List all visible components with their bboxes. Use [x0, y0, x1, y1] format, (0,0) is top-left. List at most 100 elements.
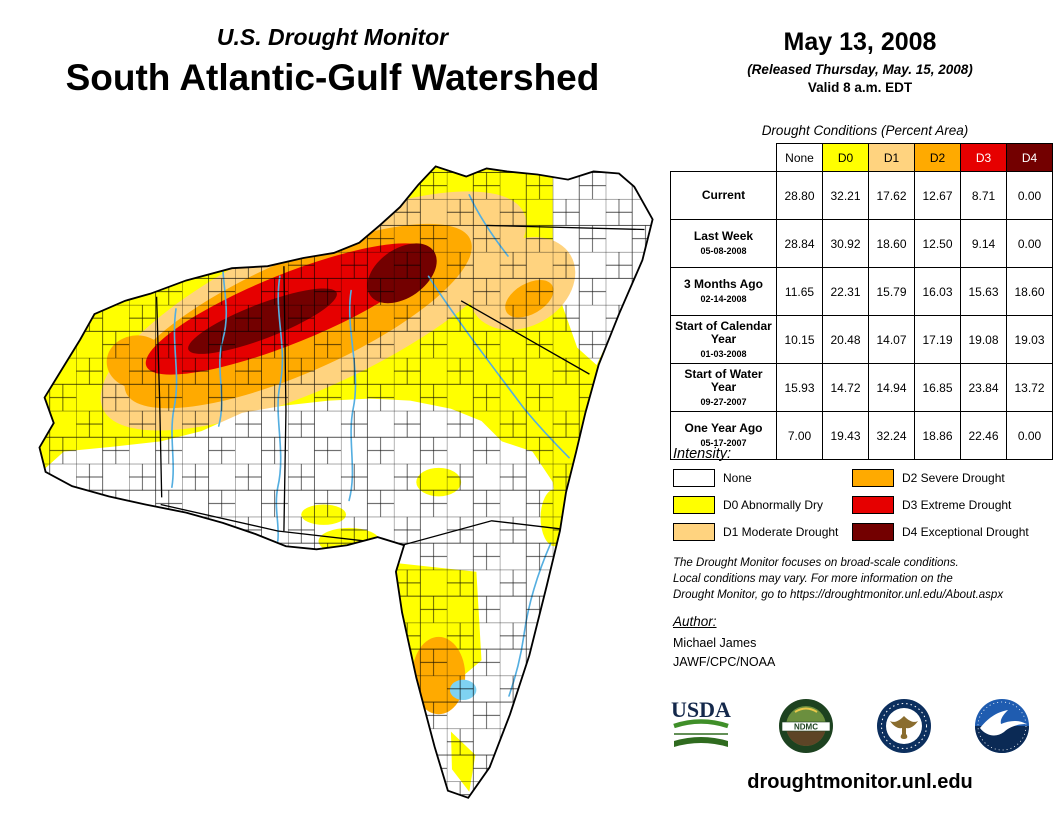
legend-label: D2 Severe Drought: [902, 471, 1005, 485]
table-cell: 12.67: [914, 171, 961, 220]
none-color-swatch: [673, 469, 715, 487]
table-cell: 28.80: [776, 171, 823, 220]
table-cell: 9.14: [960, 219, 1007, 268]
table-cell: 19.43: [822, 411, 869, 460]
map-date: May 13, 2008: [783, 28, 937, 56]
table-cell: 14.07: [868, 315, 915, 364]
table-cell: 14.72: [822, 363, 869, 412]
table-header-row: None D0 D1 D2 D3 D4: [671, 143, 1053, 172]
row-label: 3 Months Ago 02-14-2008: [670, 267, 777, 316]
row-label: Start of Water Year 09-27-2007: [670, 363, 777, 412]
d3-color-swatch: [852, 496, 894, 514]
table-corner-cell: [671, 144, 777, 172]
table-cell: 15.63: [960, 267, 1007, 316]
column-header-d4: D4: [1006, 143, 1053, 172]
legend-item-d3: D3 Extreme Drought: [852, 496, 1031, 514]
agency-logos: USDA NDMC: [666, 693, 1030, 759]
table-cell: 0.00: [1006, 219, 1053, 268]
table-cell: 11.65: [776, 267, 823, 316]
d1-color-swatch: [673, 523, 715, 541]
table-cell: 18.60: [1006, 267, 1053, 316]
watershed-outline: [38, 165, 654, 799]
table-row-start-calendar-year: Start of Calendar Year 01-03-2008 10.15 2…: [670, 315, 1053, 364]
table-cell: 8.71: [960, 171, 1007, 220]
usda-logo: USDA: [671, 697, 731, 747]
table-cell: 19.03: [1006, 315, 1053, 364]
drought-map-svg: [38, 165, 654, 799]
table-row-last-week: Last Week 05-08-2008 28.84 30.92 18.60 12…: [670, 219, 1053, 268]
legend-column-right: D2 Severe Drought D3 Extreme Drought D4 …: [852, 469, 1031, 550]
intensity-title: Intensity:: [673, 446, 732, 462]
table-cell: 32.24: [868, 411, 915, 460]
table-cell: 13.72: [1006, 363, 1053, 412]
legend-label: D0 Abnormally Dry: [723, 498, 824, 512]
intensity-legend: None D0 Abnormally Dry D1 Moderate Droug…: [673, 469, 1031, 550]
usda-wordmark: USDA: [671, 697, 731, 722]
d0-color-swatch: [673, 496, 715, 514]
monitor-title: U.S. Drought Monitor: [216, 24, 449, 50]
legend-item-d0: D0 Abnormally Dry: [673, 496, 852, 514]
table-row-3-months-ago: 3 Months Ago 02-14-2008 11.65 22.31 15.79…: [670, 267, 1053, 316]
valid-time: Valid 8 a.m. EDT: [807, 80, 913, 95]
release-date: (Released Thursday, May. 15, 2008): [747, 62, 973, 77]
table-cell: 22.31: [822, 267, 869, 316]
legend-item-d4: D4 Exceptional Drought: [852, 523, 1031, 541]
legend-label: D4 Exceptional Drought: [902, 525, 1029, 539]
table-cell: 18.60: [868, 219, 915, 268]
table-cell: 28.84: [776, 219, 823, 268]
seabird-icon: [980, 710, 1026, 736]
drought-map: [20, 146, 668, 808]
row-label: Current: [670, 171, 777, 220]
column-header-none: None: [776, 143, 823, 172]
d2-color-swatch: [852, 469, 894, 487]
legend-label: D1 Moderate Drought: [723, 525, 839, 539]
table-cell: 22.46: [960, 411, 1007, 460]
header-right: May 13, 2008 (Released Thursday, May. 15…: [700, 28, 1020, 95]
row-label: Last Week 05-08-2008: [670, 219, 777, 268]
column-header-d2: D2: [914, 143, 961, 172]
table-cell: 10.15: [776, 315, 823, 364]
legend-column-left: None D0 Abnormally Dry D1 Moderate Droug…: [673, 469, 852, 550]
row-label: Start of Calendar Year 01-03-2008: [670, 315, 777, 364]
table-cell: 14.94: [868, 363, 915, 412]
website-url: droughtmonitor.unl.edu: [747, 771, 973, 793]
column-header-d0: D0: [822, 143, 869, 172]
table-cell: 18.86: [914, 411, 961, 460]
column-header-d3: D3: [960, 143, 1007, 172]
table-cell: 15.79: [868, 267, 915, 316]
legend-item-d2: D2 Severe Drought: [852, 469, 1031, 487]
table-cell: 12.50: [914, 219, 961, 268]
table-cell: 17.19: [914, 315, 961, 364]
region-title: South Atlantic-Gulf Watershed: [65, 57, 600, 98]
legend-item-d1: D1 Moderate Drought: [673, 523, 852, 541]
table-cell: 7.00: [776, 411, 823, 460]
table-cell: 15.93: [776, 363, 823, 412]
d4-color-swatch: [852, 523, 894, 541]
noaa-logo: [975, 699, 1029, 753]
disclaimer-text: The Drought Monitor focuses on broad-sca…: [673, 557, 1004, 601]
table-cell: 16.03: [914, 267, 961, 316]
county-grid: [39, 166, 653, 798]
table-cell: 16.85: [914, 363, 961, 412]
author-affiliation: JAWF/CPC/NOAA: [673, 655, 776, 669]
table-row-start-water-year: Start of Water Year 09-27-2007 15.93 14.7…: [670, 363, 1053, 412]
table-row-one-year-ago: One Year Ago 05-17-2007 7.00 19.43 32.24 …: [670, 411, 1053, 460]
column-header-d1: D1: [868, 143, 915, 172]
table-cell: 0.00: [1006, 411, 1053, 460]
author-title: Author:: [673, 614, 717, 629]
header-left: U.S. Drought Monitor South Atlantic-Gulf…: [0, 24, 665, 99]
commerce-seal-logo: [877, 699, 931, 753]
table-cell: 17.62: [868, 171, 915, 220]
row-label: One Year Ago 05-17-2007: [670, 411, 777, 460]
author-name: Michael James: [673, 636, 757, 650]
usda-swoosh: [673, 719, 729, 729]
legend-label: None: [723, 471, 752, 485]
table-cell: 20.48: [822, 315, 869, 364]
table-cell: 19.08: [960, 315, 1007, 364]
ndmc-logo: NDMC: [779, 699, 833, 753]
table-cell: 32.21: [822, 171, 869, 220]
drought-conditions-table: None D0 D1 D2 D3 D4 Current 28.80 32.21 …: [670, 143, 1053, 460]
ndmc-banner-text: NDMC: [794, 723, 818, 732]
legend-label: D3 Extreme Drought: [902, 498, 1012, 512]
